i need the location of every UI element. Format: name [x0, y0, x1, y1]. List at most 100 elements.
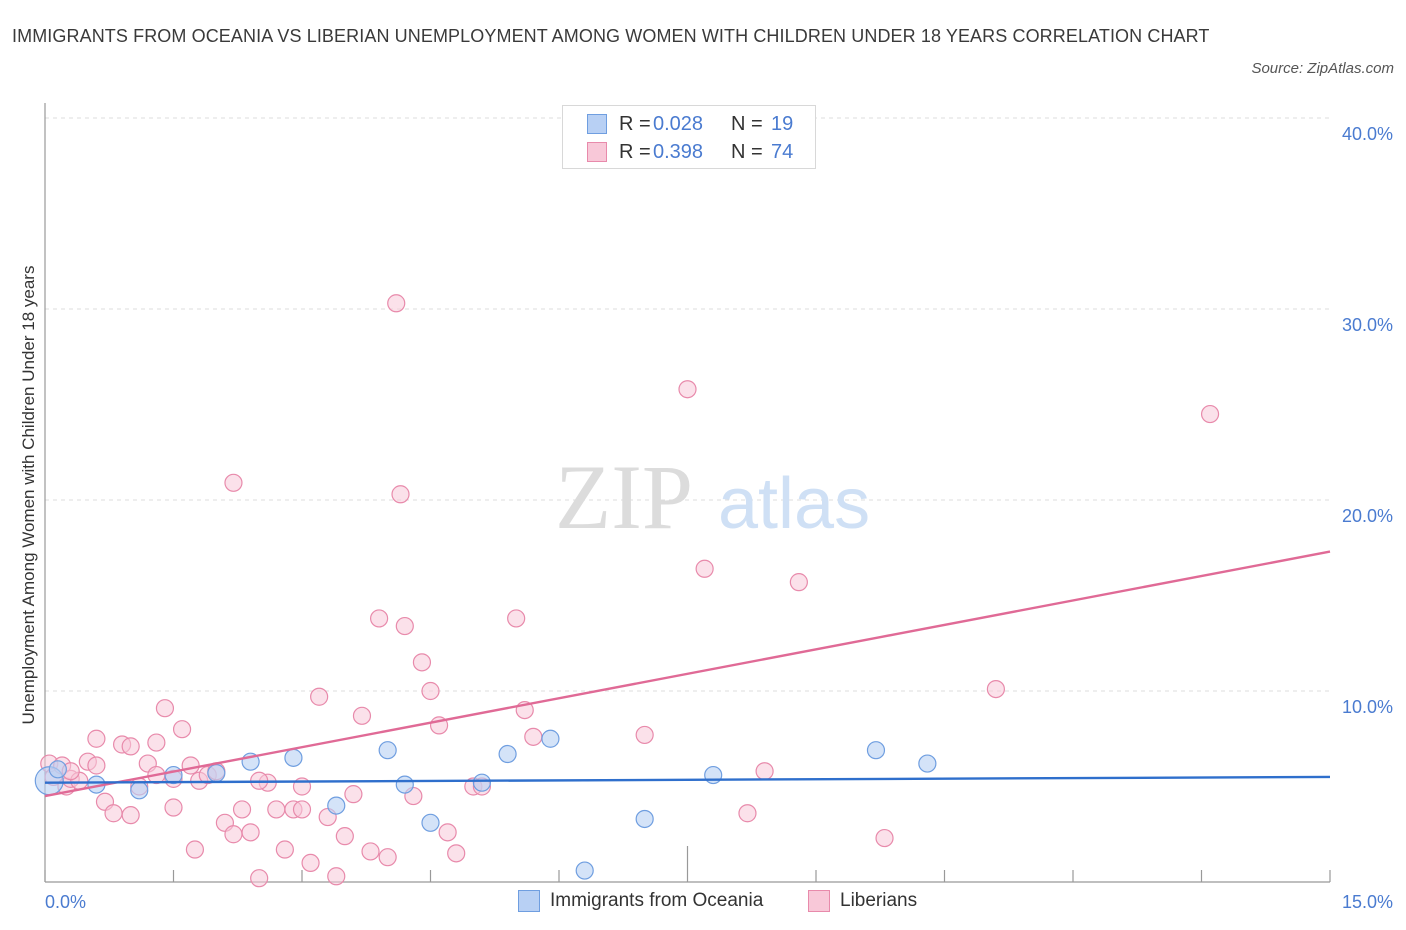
x-tick-label: 15.0%	[1342, 892, 1393, 912]
liberian-point	[275, 840, 294, 859]
liberian-point	[986, 679, 1006, 699]
oceania-point	[704, 765, 723, 785]
liberian-trend-line	[44, 550, 1331, 798]
liberian-point	[224, 825, 243, 844]
oceania-point	[48, 760, 67, 779]
liberian-point	[387, 294, 406, 313]
bottom-legend: Immigrants from Oceania Liberians	[0, 890, 1406, 916]
liberian-point	[447, 844, 466, 863]
liberian-point	[224, 473, 243, 492]
oceania-point	[284, 748, 303, 767]
liberian-point	[391, 485, 410, 504]
liberian-point	[370, 609, 389, 628]
chart-title: IMMIGRANTS FROM OCEANIA VS LIBERIAN UNEM…	[12, 26, 1210, 46]
liberian-point	[789, 573, 808, 592]
oceania-point	[395, 775, 414, 794]
trend-lines	[44, 550, 1331, 798]
legend-r-value: 0.398	[653, 140, 704, 163]
liberian-point	[185, 840, 205, 859]
liberian-point	[181, 756, 200, 775]
y-axis-label: Unemployment Among Women with Children U…	[19, 266, 38, 725]
legend-r-label: R =	[619, 112, 651, 135]
liberian-point	[104, 804, 123, 823]
liberian-point	[344, 785, 363, 804]
liberian-point	[695, 559, 714, 578]
liberian-point	[232, 800, 252, 819]
liberian-point	[327, 867, 346, 886]
legend-n-label: N =	[731, 112, 763, 135]
liberian-point	[87, 729, 106, 748]
oceania-point	[130, 781, 149, 800]
liberian-point	[524, 727, 543, 746]
legend-row-oceania: R = 0.028 N = 19	[587, 110, 793, 138]
liberian-point	[121, 737, 140, 756]
liberian-point	[310, 687, 329, 706]
oceania-point	[498, 744, 517, 764]
liberian-point	[301, 853, 320, 873]
oceania-point	[472, 773, 491, 792]
liberian-point	[875, 828, 894, 848]
y-tick-label: 40.0%	[1342, 124, 1393, 144]
liberian-point	[395, 616, 414, 636]
liberian-point	[1200, 404, 1220, 424]
bottom-legend-oceania: Immigrants from Oceania	[518, 890, 763, 912]
liberian-point	[361, 842, 380, 861]
liberian-point	[421, 681, 440, 701]
liberian-point	[292, 800, 312, 819]
oceania-point	[327, 796, 346, 815]
liberian-points	[40, 294, 1220, 888]
legend-r-label: R =	[619, 140, 651, 163]
bottom-legend-swatch-oceania	[518, 890, 540, 912]
oceania-point	[378, 741, 397, 760]
liberian-point	[352, 706, 372, 725]
bottom-legend-swatch-liberian	[808, 890, 830, 912]
legend-n-value: 74	[771, 140, 794, 163]
bottom-legend-liberian: Liberians	[808, 890, 917, 912]
grid-lines	[45, 117, 1330, 692]
bottom-legend-label-liberian: Liberians	[840, 890, 918, 911]
watermark-zip: ZIP	[555, 446, 693, 548]
legend-row-liberian: R = 0.398 N = 74	[587, 138, 793, 166]
legend-n-value: 19	[771, 112, 794, 135]
bottom-legend-label-oceania: Immigrants from Oceania	[550, 890, 764, 911]
liberian-point	[438, 823, 457, 842]
liberian-point	[155, 699, 175, 718]
oceania-point	[541, 729, 560, 748]
liberian-point	[164, 798, 183, 817]
liberian-point	[147, 733, 166, 752]
liberian-point	[241, 823, 260, 842]
liberian-point	[635, 725, 654, 745]
y-tick-label: 30.0%	[1342, 315, 1393, 335]
oceania-point	[575, 861, 594, 880]
y-tick-label: 10.0%	[1342, 697, 1393, 717]
liberian-point	[335, 827, 354, 846]
liberian-point	[121, 806, 140, 825]
oceania-point	[635, 809, 654, 829]
liberian-point	[738, 804, 757, 823]
oceania-point	[866, 741, 886, 760]
oceania-points	[34, 729, 937, 880]
oceania-point	[918, 754, 937, 773]
oceania-point	[207, 764, 226, 783]
liberian-point	[507, 609, 526, 628]
liberian-point	[87, 756, 106, 775]
oceania-point	[421, 813, 440, 832]
y-tick-label: 20.0%	[1342, 506, 1393, 526]
liberian-point	[250, 869, 269, 888]
liberian-point	[378, 848, 397, 867]
watermark-atlas: atlas	[718, 464, 870, 544]
liberian-point	[267, 800, 286, 819]
liberian-point	[412, 653, 432, 672]
legend-swatch-liberian	[587, 142, 607, 162]
liberian-point	[755, 762, 774, 781]
legend-swatch-oceania	[587, 114, 607, 134]
legend-r-value: 0.028	[653, 112, 704, 135]
oceania-trend-line	[44, 775, 1331, 784]
liberian-point	[678, 380, 697, 399]
chart-source: Source: ZipAtlas.com	[1251, 60, 1394, 77]
liberian-point	[172, 720, 192, 739]
tick-labels: 10.0% 20.0% 30.0% 40.0% 0.0% 15.0%	[45, 124, 1393, 912]
legend-n-label: N =	[731, 140, 763, 163]
x-tick-label: 0.0%	[45, 892, 86, 912]
